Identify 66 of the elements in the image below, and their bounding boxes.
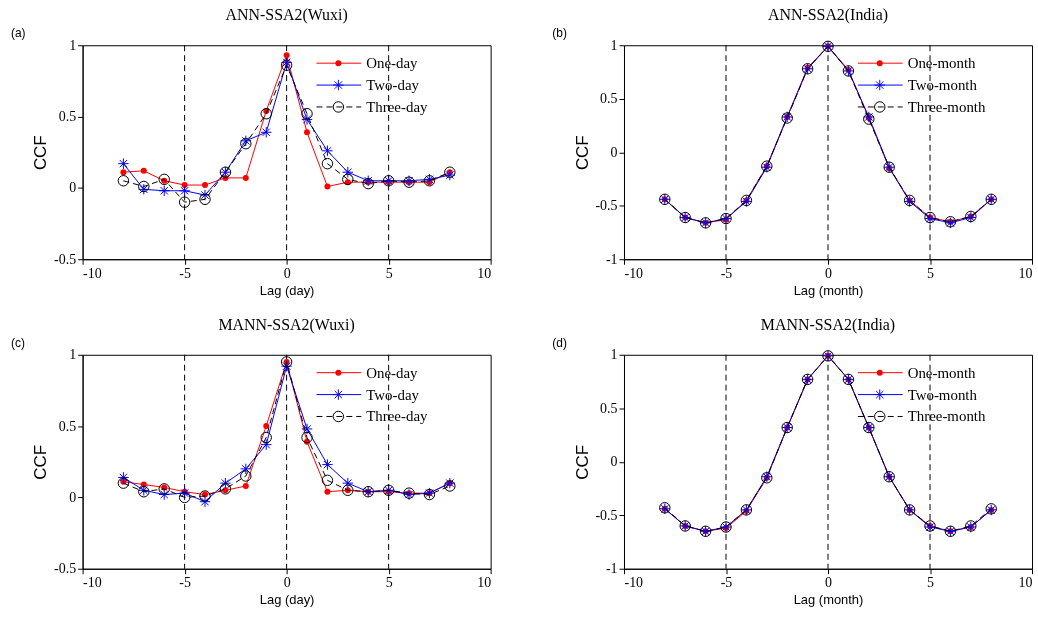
x-axis-title: Lag (month)	[793, 282, 864, 298]
y-tick-label: 0	[69, 489, 77, 505]
x-tick-label: 0	[825, 265, 833, 281]
x-tick-label: -10	[624, 265, 644, 281]
y-tick-label: -0.5	[595, 507, 618, 523]
x-tick-label: 5	[927, 575, 935, 591]
y-tick-label: 0	[69, 180, 77, 196]
x-tick-label: -10	[624, 575, 644, 591]
x-tick-label: 10	[477, 575, 492, 591]
legend-label: Three-month	[907, 408, 986, 425]
x-tick-label: -5	[179, 575, 191, 591]
legend-label: One-day	[366, 364, 419, 381]
y-tick-label: 1	[610, 347, 618, 363]
x-tick-label: 10	[1018, 575, 1033, 591]
x-tick-label: -10	[83, 265, 102, 281]
y-tick-label: -1	[605, 561, 618, 577]
x-axis-title: Lag (day)	[259, 282, 315, 298]
x-tick-label: 5	[385, 265, 393, 281]
x-tick-label: 5	[927, 265, 935, 281]
y-tick-label: 0.5	[58, 109, 77, 125]
legend-label: Two-month	[907, 77, 978, 94]
legend-label: One-month	[907, 55, 977, 72]
y-tick-label: 0	[610, 144, 618, 160]
x-tick-label: 5	[385, 575, 393, 591]
y-tick-label: -0.5	[595, 198, 618, 214]
y-tick-label: -0.5	[54, 561, 77, 577]
y-tick-label: 1	[69, 37, 77, 53]
x-tick-label: 0	[825, 575, 833, 591]
legend-label: Three-day	[366, 98, 429, 115]
x-tick-label: -5	[720, 575, 733, 591]
y-tick-label: 0.5	[600, 400, 618, 416]
text: (a)	[10, 26, 26, 41]
y-tick-label: 0.5	[600, 91, 618, 107]
chart-title: MANN-SSA2(India)	[760, 315, 896, 334]
y-tick-label: 1	[69, 347, 77, 363]
chart-title: MANN-SSA2(Wuxi)	[218, 315, 355, 334]
y-tick-label: 1	[610, 37, 618, 53]
text: (c)	[10, 335, 25, 350]
x-tick-label: 10	[1018, 265, 1033, 281]
x-axis-title: Lag (day)	[259, 592, 315, 608]
text: (d)	[552, 335, 567, 350]
legend-label: Two-day	[366, 77, 420, 94]
y-tick-label: -1	[605, 251, 618, 267]
legend-label: One-day	[366, 55, 419, 72]
text: (b)	[552, 26, 567, 41]
x-tick-label: -5	[720, 265, 733, 281]
y-axis-title: CCF	[31, 444, 51, 480]
legend-label: One-month	[907, 364, 977, 381]
legend-label: Two-month	[907, 386, 978, 403]
x-tick-label: -5	[179, 265, 191, 281]
x-axis-title: Lag (month)	[793, 592, 864, 608]
x-tick-label: 0	[283, 265, 291, 281]
y-axis-title: CCF	[572, 135, 592, 171]
x-tick-label: -10	[83, 575, 102, 591]
x-tick-label: 0	[283, 575, 291, 591]
y-tick-label: 0.5	[58, 418, 77, 434]
y-axis-title: CCF	[572, 444, 592, 480]
chart-title: ANN-SSA2(Wuxi)	[225, 6, 348, 25]
legend-label: Three-month	[907, 98, 986, 115]
legend-label: Three-day	[366, 408, 429, 425]
legend-label: Two-day	[366, 386, 420, 403]
chart-title: ANN-SSA2(India)	[767, 6, 889, 25]
y-tick-label: -0.5	[54, 251, 77, 267]
y-axis-title: CCF	[31, 135, 51, 171]
y-tick-label: 0	[610, 454, 618, 470]
x-tick-label: 10	[477, 265, 492, 281]
